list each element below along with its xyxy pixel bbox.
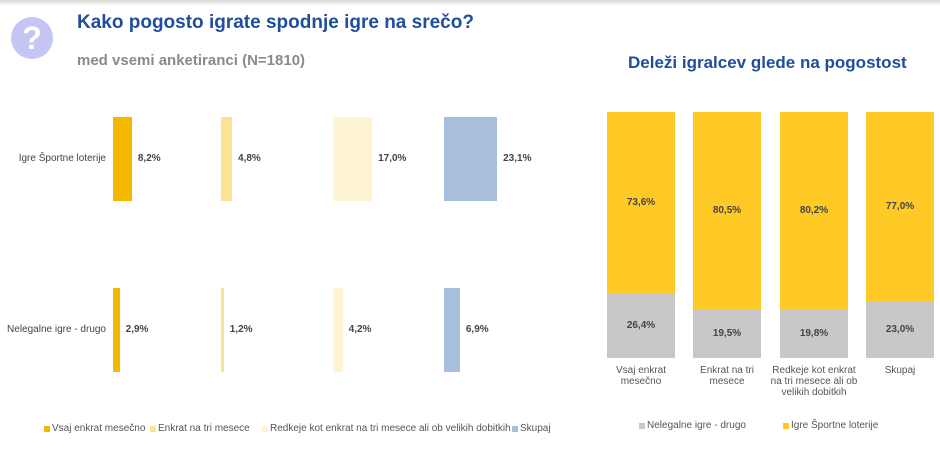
data-label: 2,9%: [125, 324, 149, 335]
stacked-segment: [866, 112, 934, 302]
category-label: Enkrat na tri mesece: [700, 365, 754, 387]
data-label: 1,2%: [229, 324, 253, 335]
bar: [333, 288, 343, 372]
data-label: 26,4%: [626, 319, 656, 331]
legend-item: Redkeje kot enkrat na tri mesece ali ob …: [262, 423, 511, 434]
right-chart-title: Deleži igralcev glede na pogostost: [628, 53, 907, 72]
data-label: 4,8%: [238, 153, 261, 164]
data-label: 6,9%: [465, 324, 489, 335]
legend-item: Vsaj enkrat mesečno: [44, 423, 145, 434]
legend-swatch: [783, 422, 789, 429]
data-label: 23,1%: [503, 153, 532, 164]
top-shadow: [0, 0, 940, 6]
bar: [444, 288, 460, 372]
legend-label: Enkrat na tri mesece: [158, 423, 250, 434]
legend-item: Nelegalne igre - drugo: [639, 420, 746, 431]
page-subtitle: med vsemi anketiranci (N=1810): [77, 52, 306, 69]
legend-label: Vsaj enkrat mesečno: [52, 423, 146, 434]
data-label: 17,0%: [378, 153, 407, 164]
legend-label: Igre Športne loterije: [791, 420, 879, 431]
data-label: 23,0%: [885, 323, 915, 335]
page-title: Kako pogosto igrate spodnje igre na sreč…: [77, 12, 474, 33]
legend-swatch: [44, 425, 50, 432]
stacked-segment: [693, 310, 761, 358]
legend-swatch: [639, 422, 645, 429]
bar: [113, 117, 132, 201]
data-label: 4,2%: [348, 324, 372, 335]
row-label: Nelegalne igre - drugo: [7, 324, 106, 335]
data-label: 80,5%: [712, 205, 742, 216]
category-label: Vsaj enkrat mesečno: [615, 365, 667, 387]
legend-swatch: [262, 425, 268, 432]
stacked-segment: [607, 293, 675, 358]
category-label: Redkeje kot enkrat na tri mesece ali ob ve…: [770, 365, 858, 398]
bar: [444, 117, 498, 201]
bar: [221, 288, 224, 372]
stacked-segment: [780, 112, 848, 310]
legend-label: Redkeje kot enkrat na tri mesece ali ob …: [270, 423, 511, 434]
data-label: 73,6%: [626, 196, 656, 208]
row-label: Igre Športne loterije: [18, 153, 106, 164]
data-label: 8,2%: [137, 153, 161, 164]
data-label: 19,5%: [712, 328, 742, 339]
legend-label: Nelegalne igre - drugo: [647, 420, 746, 431]
stacked-segment: [607, 112, 675, 294]
legend-label: Skupaj: [520, 423, 551, 434]
bar: [113, 288, 120, 372]
legend-item: Skupaj: [512, 423, 551, 434]
data-label: 77,0%: [885, 200, 915, 212]
data-label: 80,2%: [799, 204, 829, 216]
stacked-segment: [866, 301, 934, 358]
bar: [221, 117, 233, 201]
bar: [333, 117, 373, 201]
stacked-segment: [780, 309, 848, 358]
legend-item: Igre Športne loterije: [783, 420, 878, 431]
category-label: Skupaj: [884, 365, 916, 376]
legend-swatch: [150, 425, 156, 432]
legend-swatch: [512, 425, 518, 432]
data-label: 19,8%: [799, 327, 829, 339]
legend-item: Enkrat na tri mesece: [150, 423, 250, 434]
question-mark-icon: ?: [11, 17, 53, 59]
stacked-segment: [693, 112, 761, 311]
